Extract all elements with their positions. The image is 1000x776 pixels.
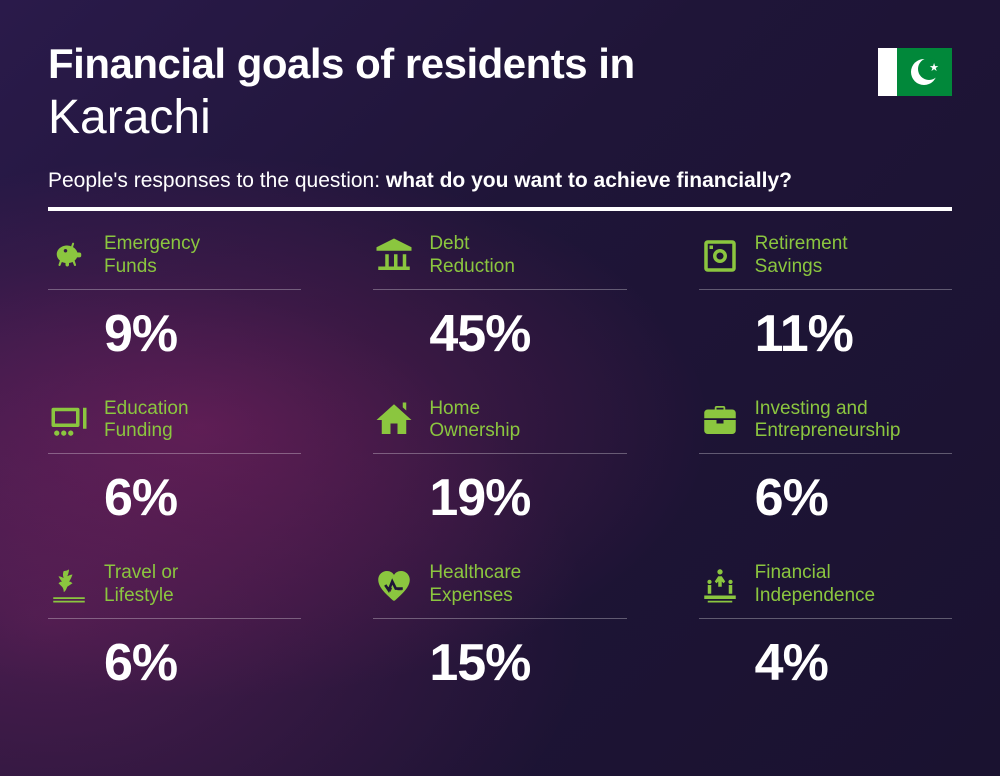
goal-cell: RetirementSavings 11% <box>699 233 952 364</box>
education-icon <box>48 399 90 441</box>
goal-value: 9% <box>104 304 301 364</box>
title-line-2: Karachi <box>48 90 952 145</box>
goal-cell: HomeOwnership 19% <box>373 398 626 529</box>
goal-value: 15% <box>429 633 626 693</box>
house-icon <box>373 399 415 441</box>
goal-cell-header: FinancialIndependence <box>699 562 952 619</box>
goal-label: EducationFunding <box>104 398 189 444</box>
goal-label: HealthcareExpenses <box>429 562 521 608</box>
bank-icon <box>373 235 415 277</box>
goal-value: 6% <box>104 633 301 693</box>
goal-cell: EmergencyFunds 9% <box>48 233 301 364</box>
goal-cell: Travel orLifestyle 6% <box>48 562 301 693</box>
goal-cell-header: EmergencyFunds <box>48 233 301 290</box>
goal-label: Investing andEntrepreneurship <box>755 398 901 444</box>
goal-cell-header: EducationFunding <box>48 398 301 455</box>
goal-cell: HealthcareExpenses 15% <box>373 562 626 693</box>
piggy-bank-icon <box>48 235 90 277</box>
goal-cell: FinancialIndependence 4% <box>699 562 952 693</box>
title-line-1: Financial goals of residents in <box>48 40 952 88</box>
flag-green-field: ★ <box>897 48 953 96</box>
goal-cell-header: Travel orLifestyle <box>48 562 301 619</box>
divider <box>48 207 952 211</box>
goal-label: HomeOwnership <box>429 398 520 444</box>
goal-cell-header: Investing andEntrepreneurship <box>699 398 952 455</box>
goal-label: DebtReduction <box>429 233 515 279</box>
subtitle-prefix: People's responses to the question: <box>48 169 386 192</box>
subtitle-question: what do you want to achieve financially? <box>386 169 792 192</box>
goal-value: 6% <box>755 468 952 528</box>
goal-value: 45% <box>429 304 626 364</box>
heart-icon <box>373 564 415 606</box>
travel-icon <box>48 564 90 606</box>
goal-cell-header: DebtReduction <box>373 233 626 290</box>
goal-value: 11% <box>755 304 952 364</box>
goal-value: 6% <box>104 468 301 528</box>
pakistan-flag: ★ <box>878 48 952 96</box>
briefcase-icon <box>699 399 741 441</box>
goal-label: FinancialIndependence <box>755 562 875 608</box>
star-icon: ★ <box>929 61 939 74</box>
goal-cell: Investing andEntrepreneurship 6% <box>699 398 952 529</box>
independence-icon <box>699 564 741 606</box>
subtitle: People's responses to the question: what… <box>48 169 952 193</box>
goal-value: 4% <box>755 633 952 693</box>
goal-cell-header: HomeOwnership <box>373 398 626 455</box>
safe-icon <box>699 235 741 277</box>
goal-value: 19% <box>429 468 626 528</box>
goal-label: EmergencyFunds <box>104 233 200 279</box>
goal-label: RetirementSavings <box>755 233 848 279</box>
goal-cell-header: RetirementSavings <box>699 233 952 290</box>
flag-white-stripe <box>878 48 897 96</box>
goal-label: Travel orLifestyle <box>104 562 178 608</box>
goals-grid: EmergencyFunds 9% DebtReduction 45% Reti… <box>48 233 952 693</box>
goal-cell: DebtReduction 45% <box>373 233 626 364</box>
header: Financial goals of residents in Karachi … <box>48 40 952 145</box>
goal-cell: EducationFunding 6% <box>48 398 301 529</box>
goal-cell-header: HealthcareExpenses <box>373 562 626 619</box>
